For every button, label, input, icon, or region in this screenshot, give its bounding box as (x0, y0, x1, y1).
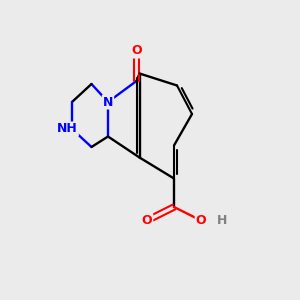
Text: N: N (103, 95, 113, 109)
Text: O: O (196, 214, 206, 227)
Text: O: O (142, 214, 152, 227)
Text: NH: NH (57, 122, 78, 136)
Text: H: H (217, 214, 227, 227)
Text: O: O (131, 44, 142, 58)
